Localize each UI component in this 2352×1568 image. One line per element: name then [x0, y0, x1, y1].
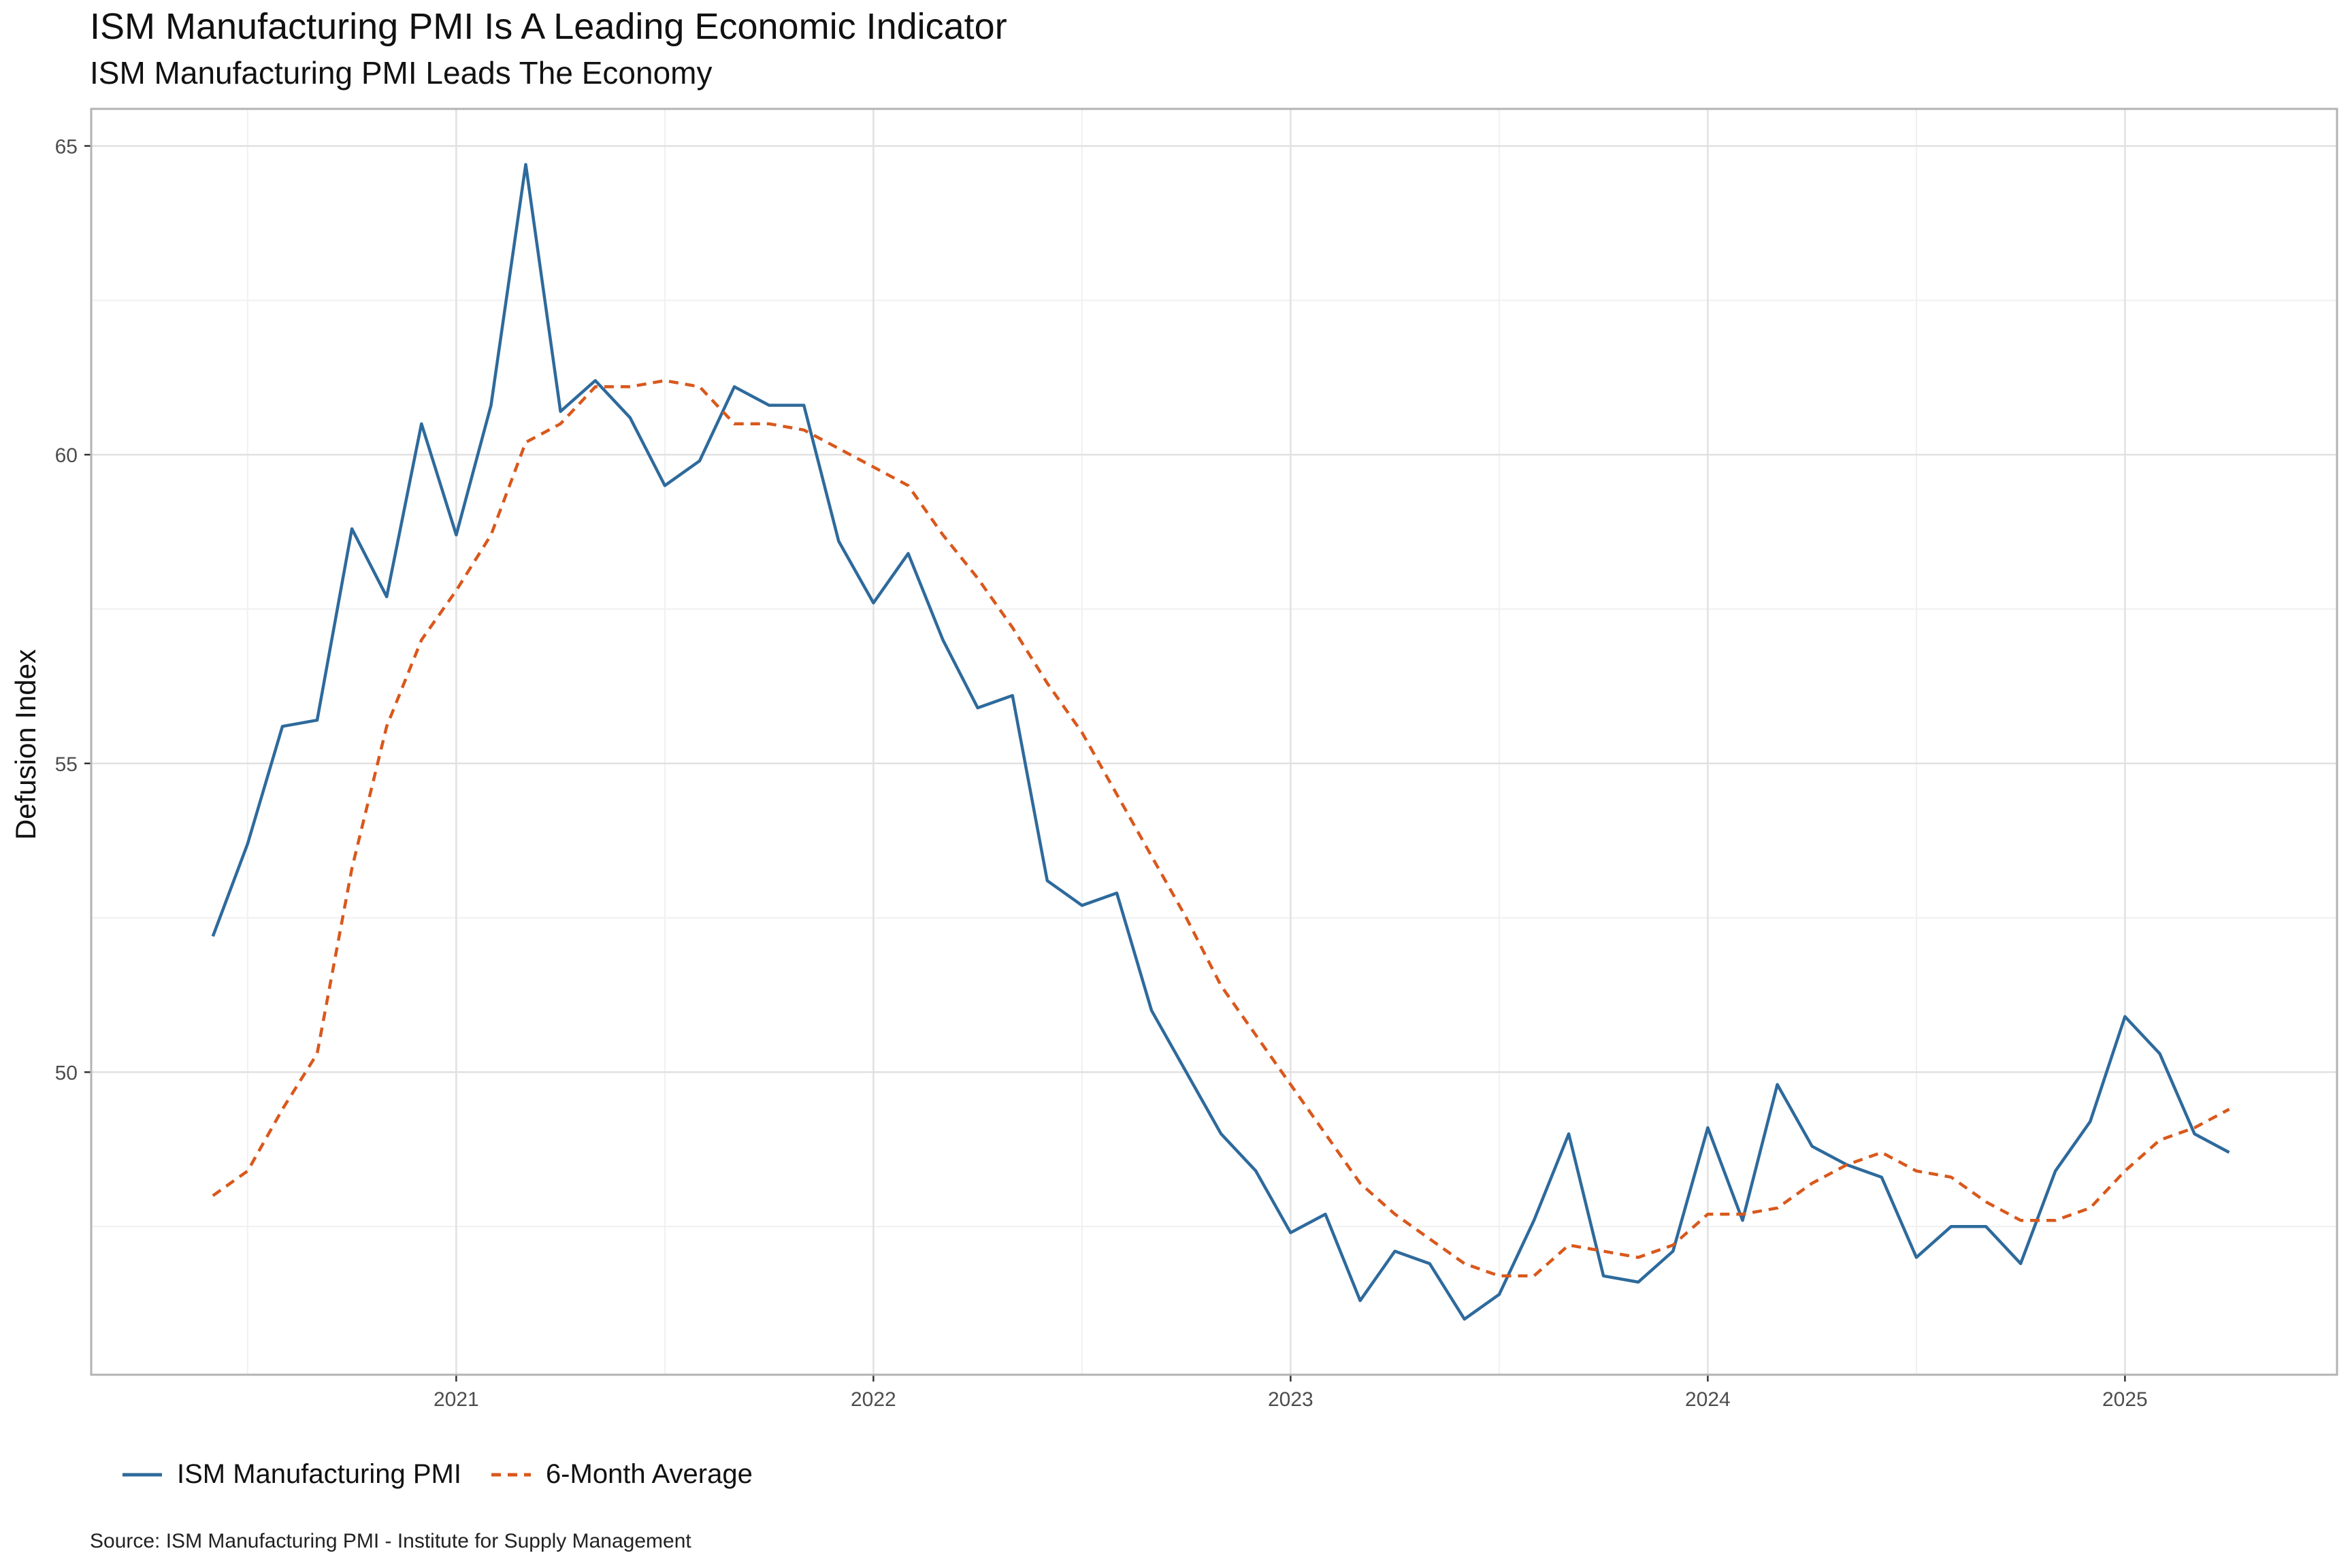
y-tick-label: 60 — [55, 444, 78, 467]
six-month-average-line — [212, 378, 2230, 1278]
y-tick-label: 55 — [55, 753, 78, 776]
legend-label-average: 6-Month Average — [545, 1459, 753, 1489]
legend-item-pmi: ISM Manufacturing PMI — [122, 1459, 461, 1490]
x-tick-label: 2024 — [1685, 1388, 1731, 1411]
x-tick-label: 2022 — [851, 1388, 896, 1411]
plot-border — [90, 108, 2338, 1376]
y-tick-label: 65 — [55, 135, 78, 158]
pmi-series-line — [211, 163, 2230, 1321]
legend-item-average: 6-Month Average — [491, 1459, 753, 1490]
y-tick-label: 50 — [55, 1062, 78, 1084]
chart-title: ISM Manufacturing PMI Is A Leading Econo… — [90, 6, 1007, 47]
legend-label-pmi: ISM Manufacturing PMI — [177, 1459, 461, 1489]
chart-subtitle: ISM Manufacturing PMI Leads The Economy — [90, 55, 713, 91]
legend-key-dashed — [491, 1470, 531, 1480]
legend: ISM Manufacturing PMI 6-Month Average — [122, 1459, 783, 1490]
plot-panel — [91, 109, 2337, 1375]
legend-key-solid — [122, 1470, 162, 1480]
source-caption: Source: ISM Manufacturing PMI - Institut… — [90, 1530, 691, 1552]
x-tick-label: 2021 — [434, 1388, 479, 1411]
x-tick-label: 2023 — [1268, 1388, 1313, 1411]
x-tick-label: 2025 — [2102, 1388, 2148, 1411]
